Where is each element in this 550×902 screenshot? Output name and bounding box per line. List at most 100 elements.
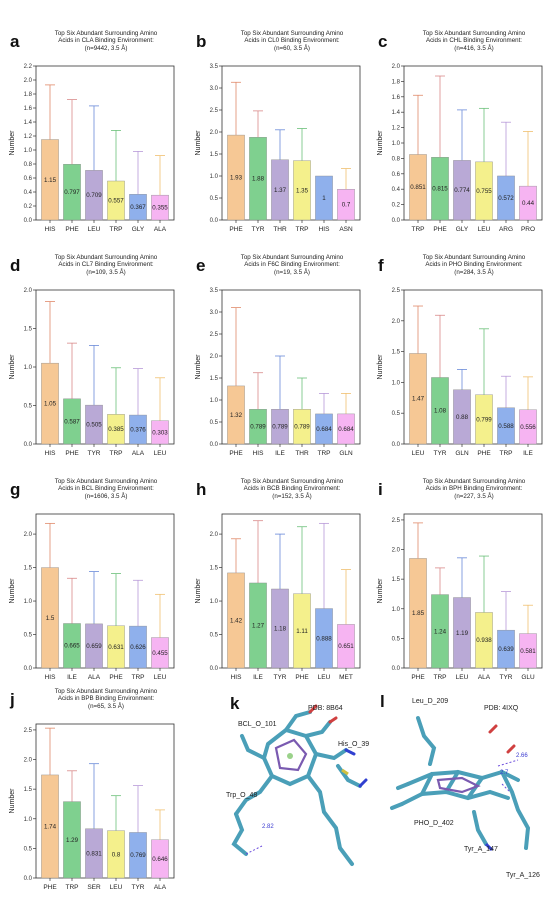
chart-title-line: (n=9442, 3.5 Å) [84, 44, 128, 52]
y-tick-label: 1.0 [24, 599, 33, 605]
bar-value-label: 0.556 [520, 424, 536, 431]
bar-value-label: 1.29 [66, 837, 79, 844]
x-tick-label: ILE [523, 450, 533, 457]
x-tick-label: LEU [88, 226, 101, 233]
x-tick-label: PHE [65, 450, 79, 457]
chart-title: Top Six Abundant Surrounding Amino Acids … [34, 688, 178, 710]
x-tick-label: PRO [521, 226, 535, 233]
plot-frame [221, 289, 361, 445]
y-tick-label: 1.5 [210, 566, 219, 572]
y-tick-label: 3.0 [210, 310, 219, 316]
x-tick-label: PHE [65, 226, 79, 233]
y-tick-label: 1.8 [392, 79, 401, 85]
y-tick-label: 0.2 [392, 203, 401, 209]
plot-frame [35, 513, 175, 669]
chart-title-line: (n=416, 3.5 Å) [454, 44, 494, 52]
bar-value-label: 1.74 [44, 823, 57, 830]
x-tick-label: ASN [339, 226, 353, 233]
x-tick-label: GLN [455, 450, 469, 457]
y-tick-label: 2.0 [24, 78, 33, 84]
y-tick-label: 3.0 [210, 86, 219, 92]
y-tick-label: 0.0 [210, 218, 219, 224]
y-tick-label: 1.0 [210, 599, 219, 605]
x-tick-label: PHE [433, 226, 447, 233]
bar-value-label: 1.27 [252, 622, 265, 629]
bar-value-label: 0.665 [64, 643, 80, 650]
chart-title-line: Top Six Abundant Surrounding Amino [240, 30, 344, 37]
chart-panel-i: i Top Six Abundant Surrounding Amino Acids… [368, 470, 548, 692]
plot-frame [403, 513, 543, 669]
y-tick-label: 1.0 [24, 148, 33, 154]
chart-title-line: Top Six Abundant Surrounding Amino [54, 254, 158, 261]
y-axis-label: Number [9, 130, 16, 156]
x-tick-label: TRP [412, 226, 425, 233]
x-tick-label: TYR [132, 884, 145, 891]
chart-title-line: Top Six Abundant Surrounding Amino [54, 688, 158, 695]
y-tick-label: 2.0 [24, 758, 33, 764]
y-tick-label: 0.0 [24, 666, 33, 672]
y-tick-label: 1.8 [24, 92, 33, 98]
bar-value-label: 0.799 [476, 416, 492, 423]
bar-value-label: 0.367 [130, 204, 146, 211]
bar-value-label: 0.385 [108, 426, 124, 433]
y-tick-label: 0.6 [392, 172, 401, 178]
molecule-render-k [231, 704, 368, 866]
x-tick-label: LEU [456, 674, 469, 681]
chart-panel-d: d Top Six Abundant Surrounding Amino Acids… [0, 246, 180, 468]
bar-value-label: 0.303 [152, 429, 168, 436]
residue-label-trp: Trp_O_48 [226, 792, 258, 799]
chart-title-line: Acids in CLA Binding Environment: [58, 37, 154, 45]
chart-svg: 0.0 0.2 0.4 0.6 0.8 1.0 1.2 1.4 1.6 1.8 2.0 2.2 Numb… [9, 64, 175, 233]
plot-frame [221, 65, 361, 221]
x-tick-label: TRP [500, 450, 513, 457]
bar-value-label: 1.05 [44, 401, 57, 408]
panel-letter-e: e [196, 256, 206, 275]
chart-title-line: Acids in PHO Binding Environment: [425, 261, 523, 269]
pdb-label-k: PDB: 8B64 [308, 705, 343, 712]
chart-title-line: Top Six Abundant Surrounding Amino [240, 478, 344, 485]
bar-value-label: 1.88 [252, 176, 265, 183]
y-tick-label: 0.0 [24, 442, 33, 448]
residue-label-bcl: BCL_O_101 [238, 721, 277, 728]
bar-value-label: 0.88 [456, 414, 469, 421]
y-tick-label: 1.0 [24, 817, 33, 823]
x-tick-label: PHE [411, 674, 425, 681]
x-tick-label: GLU [521, 674, 535, 681]
x-tick-label: TYR [88, 450, 101, 457]
y-tick-label: 0.0 [392, 218, 401, 224]
y-tick-label: 0.0 [392, 666, 401, 672]
y-tick-label: 1.2 [24, 134, 33, 140]
x-tick-label: ALA [88, 674, 101, 681]
x-tick-label: ILE [253, 674, 263, 681]
chart-title-line: Top Six Abundant Surrounding Amino [422, 478, 526, 485]
bar-value-label: 1.32 [230, 412, 243, 419]
chart-title-line: Top Six Abundant Surrounding Amino [240, 254, 344, 261]
y-tick-label: 0.8 [24, 162, 33, 168]
y-tick-label: 1.0 [392, 380, 401, 386]
y-tick-label: 0.4 [392, 187, 401, 193]
x-tick-label: ALA [154, 884, 167, 891]
x-tick-label: ALA [154, 226, 167, 233]
x-tick-label: PHE [229, 450, 243, 457]
bar-value-label: 0.709 [86, 192, 102, 199]
chart-title-line: Acids in CL0 Binding Environment: [244, 37, 340, 45]
x-tick-label: TYR [500, 674, 513, 681]
bar-value-label: 0.587 [64, 418, 80, 425]
y-tick-label: 0.0 [210, 442, 219, 448]
y-tick-label: 2.0 [24, 288, 33, 294]
panel-letter-a: a [10, 32, 20, 51]
chart-title-line: Acids in BPH Binding Environment: [425, 485, 523, 493]
y-tick-label: 1.4 [392, 110, 401, 116]
y-axis-label: Number [195, 578, 202, 604]
x-tick-label: MET [339, 674, 353, 681]
y-tick-label: 1.5 [24, 327, 33, 333]
distance-label-k: 2.82 [262, 824, 274, 830]
y-tick-label: 2.0 [210, 354, 219, 360]
chart-panel-g: g Top Six Abundant Surrounding Amino Acids… [0, 470, 180, 692]
x-tick-label: THR [273, 226, 287, 233]
bar-value-label: 1.85 [412, 610, 425, 617]
y-tick-label: 3.5 [210, 288, 219, 294]
x-tick-label: TRP [110, 450, 123, 457]
bar-value-label: 1.5 [46, 615, 55, 622]
bar-value-label: 0.774 [454, 187, 470, 194]
